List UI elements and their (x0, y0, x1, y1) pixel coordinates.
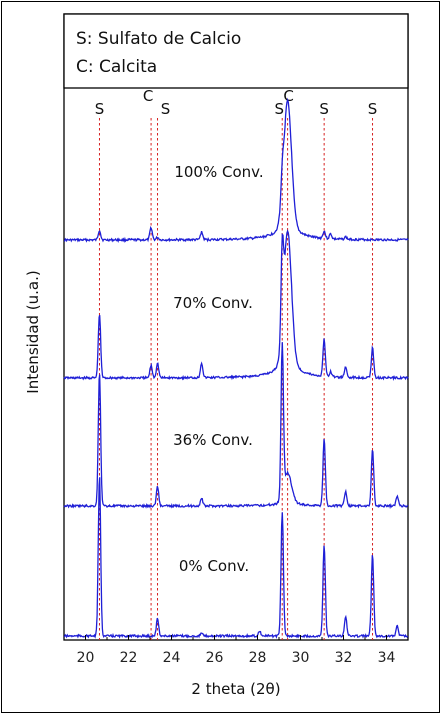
spectra: 100% Conv. 70% Conv. 36% Conv. 0% Conv. (63, 97, 409, 639)
legend-box (63, 13, 409, 89)
x-tick-label: 26 (206, 650, 224, 666)
reference-label-s: S (95, 100, 105, 118)
reference-label-c: C (143, 87, 153, 105)
reference-label-s: S (368, 100, 378, 118)
x-tick-label: 34 (378, 650, 396, 666)
x-axis-ticks: 20 22 24 26 28 30 32 34 (63, 635, 409, 666)
x-tick-label: 30 (292, 650, 310, 666)
x-tick-label: 28 (249, 650, 267, 666)
reference-label-s: S (161, 100, 171, 118)
reference-lines: SCS SCS S (95, 87, 378, 640)
reference-label-c: C (283, 87, 293, 105)
x-axis-title: 2 theta (2θ) (191, 680, 280, 698)
series-label: 100% Conv. (174, 163, 263, 181)
series-label: 36% Conv. (173, 431, 253, 449)
spectrum-line (63, 97, 409, 243)
reference-label-s: S (274, 100, 284, 118)
spectrum-line (63, 477, 409, 639)
x-tick-label: 32 (335, 650, 353, 666)
x-tick-label: 20 (77, 650, 95, 666)
plot-area (63, 13, 409, 641)
x-tick-label: 22 (120, 650, 138, 666)
spectrum-line (63, 229, 409, 381)
legend-entry-calcita: C: Calcita (76, 57, 157, 77)
spectrum-line (63, 342, 409, 510)
reference-label-s: S (319, 100, 329, 118)
x-tick-label: 24 (163, 650, 181, 666)
series-label: 70% Conv. (173, 294, 253, 312)
series-label: 0% Conv. (179, 557, 249, 575)
y-axis-title: Intensidad (u.a.) (24, 270, 42, 393)
legend-entry-sulfato: S: Sulfato de Calcio (76, 29, 241, 49)
